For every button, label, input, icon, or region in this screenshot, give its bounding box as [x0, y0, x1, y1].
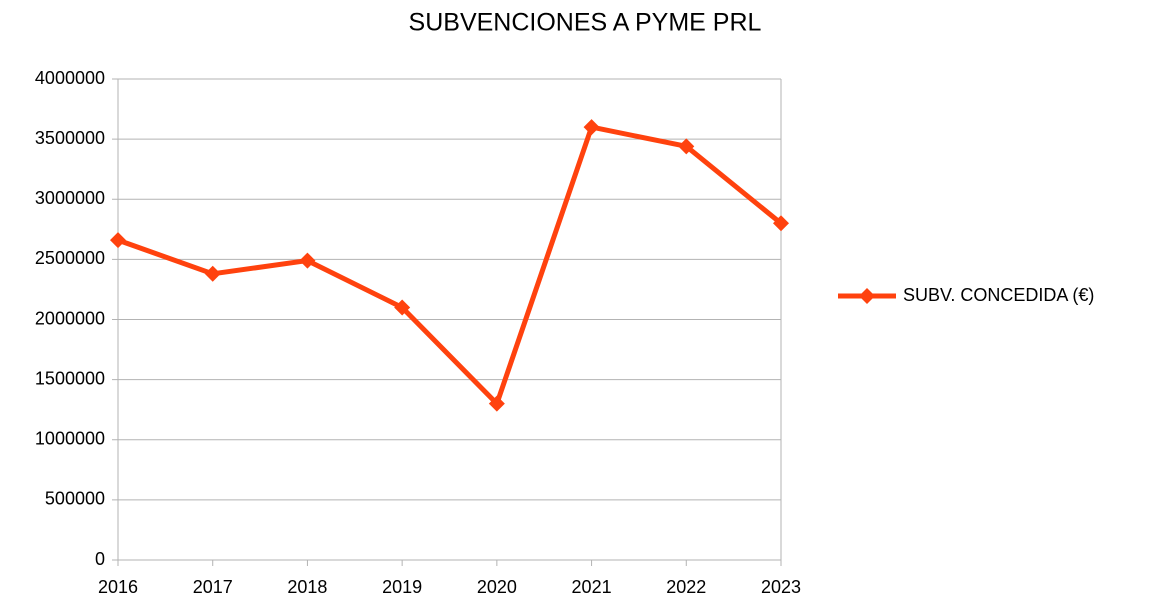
y-tick-label: 1000000: [35, 429, 105, 449]
y-tick-label: 1500000: [35, 368, 105, 388]
marker: [394, 299, 411, 316]
y-tick-label: 4000000: [35, 68, 105, 88]
marker: [583, 119, 600, 136]
x-tick-label: 2022: [666, 577, 706, 597]
y-tick-label: 2500000: [35, 248, 105, 268]
x-tick-label: 2018: [287, 577, 327, 597]
marker: [299, 252, 316, 269]
x-tick-label: 2016: [98, 577, 138, 597]
y-tick-label: 2000000: [35, 308, 105, 328]
legend-label: SUBV. CONCEDIDA (€): [903, 285, 1094, 305]
y-tick-label: 3500000: [35, 128, 105, 148]
x-tick-label: 2019: [382, 577, 422, 597]
marker: [678, 138, 695, 155]
marker: [488, 395, 505, 412]
y-tick-label: 500000: [45, 489, 105, 509]
x-tick-label: 2017: [193, 577, 233, 597]
x-tick-label: 2021: [572, 577, 612, 597]
x-tick-label: 2023: [761, 577, 801, 597]
legend-marker: [859, 288, 875, 304]
y-tick-label: 0: [95, 549, 105, 569]
line: [117, 124, 783, 407]
marker: [773, 215, 789, 232]
y-tick-label: 3000000: [35, 188, 105, 208]
chart-title: SUBVENCIONES A PYME PRL: [409, 9, 762, 37]
marker: [204, 265, 221, 282]
x-tick-label: 2020: [477, 577, 517, 597]
marker: [110, 232, 126, 249]
